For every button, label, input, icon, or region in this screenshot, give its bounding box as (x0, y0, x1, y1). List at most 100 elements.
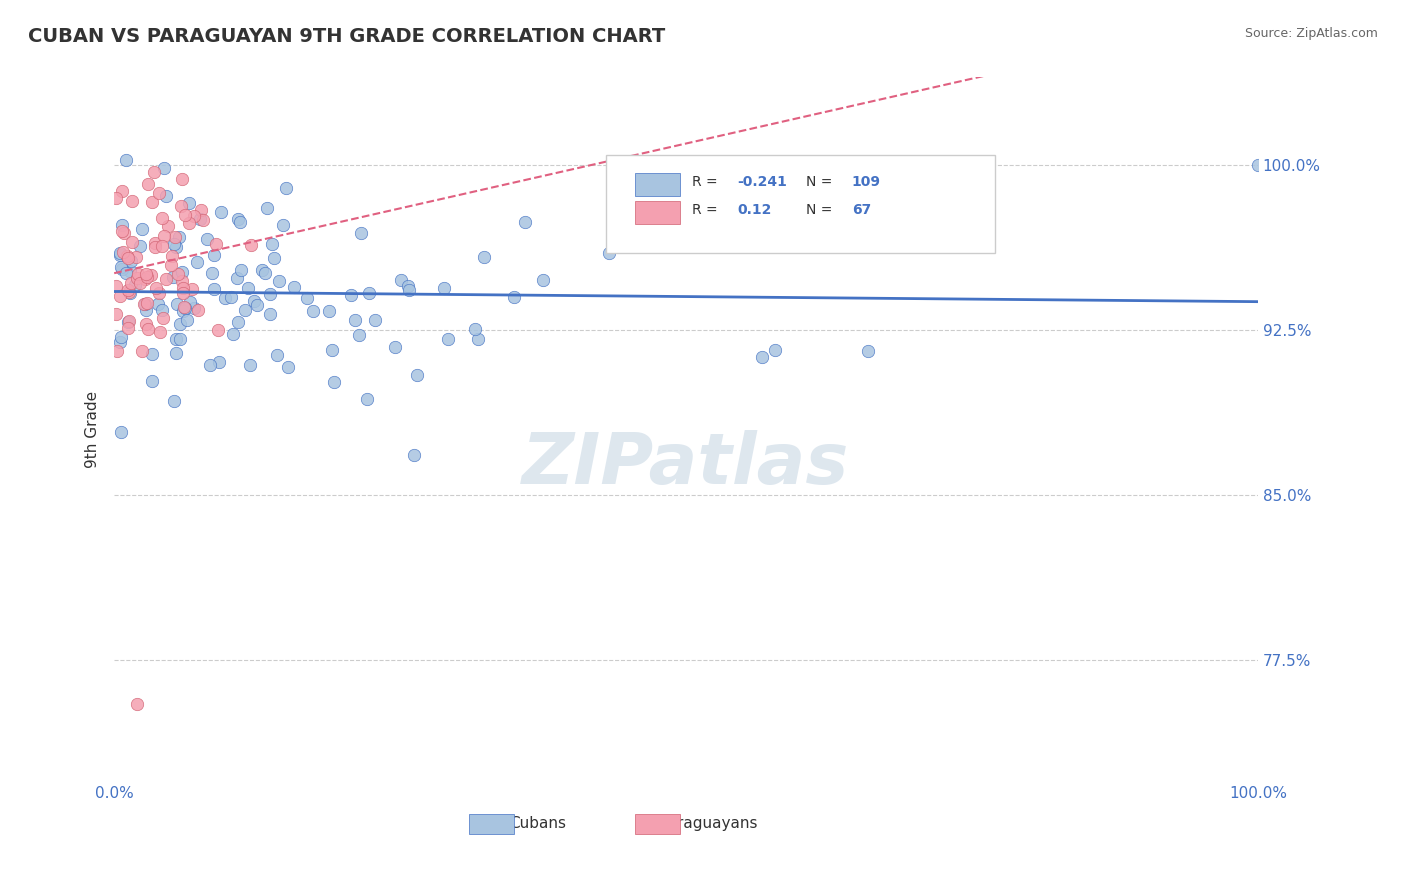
Point (112, 244, 135, 259)
Point (183, 301, 205, 316)
Point (110, 425, 132, 439)
Point (117, 315, 139, 329)
Point (135, 267, 157, 281)
Point (129, 239, 152, 253)
Point (226, 212, 249, 227)
Point (177, 195, 200, 210)
Point (120, 253, 142, 268)
Point (115, 249, 138, 263)
Point (145, 281, 167, 295)
Text: Source: ZipAtlas.com: Source: ZipAtlas.com (1244, 27, 1378, 40)
Point (177, 216, 200, 230)
Point (240, 238, 263, 252)
Point (172, 273, 194, 287)
Point (108, 246, 131, 260)
Point (277, 359, 299, 374)
Point (254, 266, 277, 280)
Point (221, 326, 243, 341)
Point (472, 250, 495, 264)
Point (117, 251, 139, 265)
Point (118, 285, 141, 300)
Point (396, 279, 419, 293)
Point (141, 346, 163, 360)
Point (150, 239, 173, 253)
Point (765, 343, 787, 358)
Point (364, 313, 387, 327)
Point (108, 335, 131, 350)
Point (208, 354, 231, 368)
Point (464, 322, 486, 336)
Point (301, 303, 323, 318)
Point (467, 332, 489, 346)
Point (260, 236, 283, 251)
Point (283, 279, 305, 293)
Point (436, 333, 458, 347)
Point (183, 209, 205, 223)
Point (751, 351, 773, 365)
Point (239, 358, 262, 372)
Point (598, 245, 620, 260)
Point (163, 393, 186, 408)
Point (201, 266, 224, 280)
Point (172, 281, 194, 295)
Text: R =: R = (692, 202, 721, 217)
Point (121, 194, 143, 208)
Text: 109: 109 (852, 175, 880, 188)
Point (157, 219, 180, 233)
Point (125, 697, 148, 711)
Text: -0.241: -0.241 (738, 175, 787, 188)
Point (271, 218, 294, 232)
Point (204, 236, 226, 251)
Point (105, 307, 128, 321)
Point (111, 219, 134, 233)
Point (243, 293, 266, 308)
Point (167, 230, 190, 244)
Point (136, 269, 159, 284)
Point (404, 448, 426, 462)
Point (200, 358, 222, 372)
Point (187, 303, 209, 318)
Text: N =: N = (806, 175, 837, 188)
Point (202, 248, 225, 262)
Point (195, 232, 218, 246)
Point (503, 290, 526, 304)
Point (359, 286, 381, 301)
Point (108, 248, 131, 262)
Point (153, 161, 176, 175)
Point (128, 276, 150, 290)
Point (117, 284, 139, 298)
Point (433, 281, 456, 295)
Point (170, 265, 193, 279)
Point (118, 264, 141, 278)
Point (141, 195, 163, 210)
Point (165, 239, 187, 253)
Point (226, 315, 249, 329)
Point (105, 191, 128, 205)
Point (134, 296, 156, 310)
Point (166, 267, 188, 281)
Point (127, 270, 149, 285)
Point (263, 252, 285, 266)
Point (148, 186, 170, 201)
Point (531, 273, 554, 287)
Text: 0.12: 0.12 (738, 202, 772, 217)
Point (259, 286, 281, 301)
Point (111, 184, 134, 198)
Point (165, 345, 187, 359)
Point (135, 303, 157, 318)
FancyBboxPatch shape (606, 155, 995, 253)
Point (193, 213, 215, 227)
Point (135, 317, 157, 331)
Point (159, 259, 181, 273)
Point (112, 226, 135, 240)
Point (269, 274, 291, 288)
Point (141, 375, 163, 389)
Point (155, 189, 177, 203)
Point (138, 322, 160, 336)
Point (105, 279, 128, 293)
Point (174, 301, 197, 315)
Point (180, 281, 202, 295)
Point (344, 312, 367, 326)
Point (214, 291, 236, 305)
Point (356, 392, 378, 406)
